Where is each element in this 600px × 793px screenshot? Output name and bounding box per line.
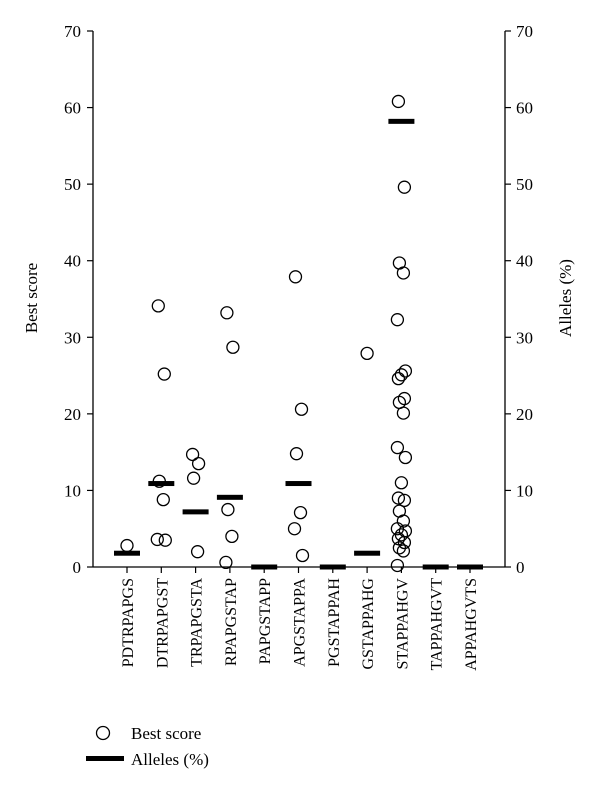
- best-score-point: [185, 447, 200, 462]
- best-score-point: [190, 545, 205, 559]
- best-score-point: [394, 528, 409, 542]
- legend-alleles-label: Alleles (%): [131, 750, 209, 769]
- right-tick-label: 40: [516, 252, 533, 271]
- left-tick-label: 0: [73, 558, 82, 577]
- right-tick-label: 60: [516, 99, 533, 118]
- best-score-point: [293, 505, 308, 520]
- left-tick-label: 60: [64, 99, 81, 118]
- data-marks: [114, 94, 483, 573]
- left-tick-label: 40: [64, 252, 81, 271]
- best-score-point: [150, 532, 164, 547]
- left-tick-label: 10: [64, 481, 81, 500]
- best-score-point: [156, 492, 170, 507]
- left-tick-label: 30: [64, 328, 81, 347]
- alleles-bar-mark: [457, 564, 483, 570]
- x-category-label: PDTRPAPGS: [120, 578, 137, 667]
- right-tick-label: 30: [516, 328, 533, 347]
- best-score-point: [390, 558, 405, 573]
- left-tick-label: 50: [64, 175, 81, 194]
- best-score-point: [221, 502, 235, 517]
- legend-bar-marker: [86, 756, 124, 761]
- best-score-point: [157, 367, 171, 381]
- x-category-label: APPAHGVTS: [463, 578, 480, 671]
- best-score-point: [396, 544, 411, 558]
- best-score-point: [191, 456, 206, 471]
- best-score-point: [394, 368, 409, 382]
- x-category-label: PAPGSTAPP: [257, 578, 274, 664]
- right-axis-title: Alleles (%): [556, 259, 575, 337]
- best-score-point: [287, 522, 302, 536]
- best-score-point: [186, 471, 201, 485]
- alleles-bar-mark: [251, 564, 278, 570]
- best-score-point: [120, 538, 134, 553]
- alleles-bar-mark: [388, 118, 415, 124]
- best-score-point: [158, 533, 172, 547]
- chart-axes: [87, 30, 511, 573]
- x-category-label: STAPPAHGV: [394, 578, 411, 670]
- x-category-label: DTRPAPGST: [154, 578, 171, 668]
- alleles-bar-mark: [148, 481, 175, 487]
- best-score-point: [226, 340, 240, 354]
- alleles-bar-mark: [354, 550, 381, 556]
- best-score-point: [294, 402, 309, 416]
- best-score-point: [288, 270, 303, 284]
- alleles-bar-mark: [114, 550, 140, 556]
- best-score-point: [295, 548, 310, 563]
- best-score-point: [390, 440, 405, 455]
- x-category-label: TAPPAHGVT: [429, 578, 446, 671]
- best-score-point: [398, 450, 413, 465]
- alleles-bar-mark: [182, 509, 209, 515]
- best-score-point: [397, 493, 412, 508]
- right-tick-label: 0: [516, 558, 525, 577]
- right-tick-label: 20: [516, 405, 533, 424]
- right-tick-label: 50: [516, 175, 533, 194]
- left-tick-label: 20: [64, 405, 81, 424]
- alleles-bar-mark: [422, 564, 449, 570]
- alleles-bar-mark: [319, 564, 346, 570]
- left-axis-title: Best score: [22, 263, 41, 333]
- right-tick-label: 70: [516, 22, 533, 41]
- best-score-point: [391, 491, 406, 505]
- best-score-point: [391, 371, 406, 386]
- alleles-bar-mark: [285, 481, 312, 487]
- best-score-point: [390, 313, 405, 327]
- x-category-labels: PDTRPAPGS DTRPAPGST TRPAPGSTA RPAPGSTAP PAPG…: [120, 578, 480, 671]
- best-score-point: [152, 474, 166, 488]
- legend-best-score-label: Best score: [131, 724, 201, 743]
- best-score-point: [219, 555, 233, 570]
- legend-circle-marker: [95, 725, 111, 741]
- best-score-point: [220, 306, 234, 320]
- best-score-point: [360, 346, 374, 361]
- best-score-point: [225, 529, 239, 544]
- best-score-point: [396, 266, 411, 280]
- best-score-point: [397, 180, 412, 194]
- best-score-point: [398, 364, 413, 378]
- legend: Best score Alleles (%): [86, 724, 209, 769]
- x-category-label: APGSTAPPA: [292, 578, 309, 667]
- best-score-point: [151, 299, 165, 313]
- left-tick-label: 70: [64, 22, 81, 41]
- x-category-label: TRPAPGSTA: [189, 578, 206, 667]
- best-score-point: [396, 406, 411, 420]
- y-tick-labels: 0 0 10 10 20 20 30 30 40 40 50 50 60 60 70 70: [64, 22, 533, 577]
- best-score-point: [392, 541, 407, 555]
- best-score-point: [394, 476, 409, 490]
- x-category-label: GSTAPPAHG: [360, 578, 377, 670]
- x-category-label: RPAPGSTAP: [223, 578, 240, 666]
- alleles-bar-mark: [216, 494, 243, 500]
- best-score-point: [289, 447, 304, 461]
- x-category-label: PGSTAPPAH: [326, 578, 343, 667]
- best-score-point: [391, 94, 406, 109]
- right-tick-label: 10: [516, 481, 533, 500]
